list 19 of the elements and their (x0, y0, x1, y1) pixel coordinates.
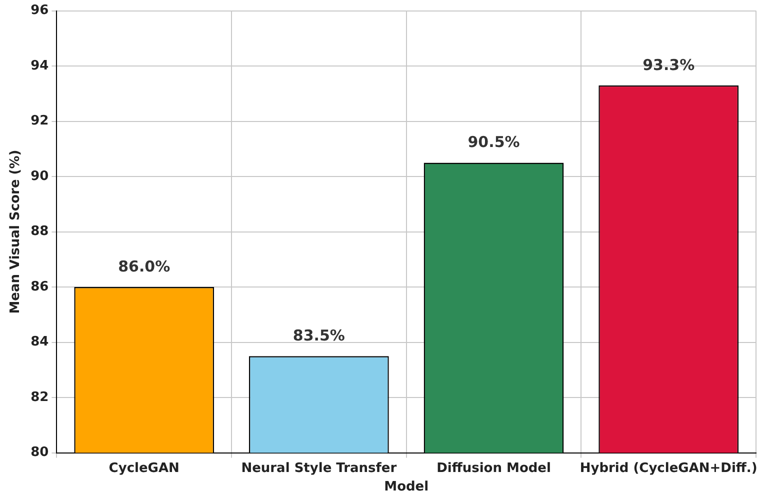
x-tick-label: Diffusion Model (436, 460, 551, 476)
data-label: 86.0% (118, 257, 170, 276)
x-axis-title: Model (384, 480, 429, 495)
data-label: 93.3% (642, 56, 695, 74)
y-tick-label: 86 (30, 279, 49, 294)
y-tick-label: 94 (30, 58, 49, 74)
y-tick-label: 88 (30, 224, 49, 240)
y-axis-title: Mean Visual Score (%) (8, 150, 24, 314)
data-label: 83.5% (292, 326, 345, 345)
data-label: 90.5% (468, 133, 520, 152)
x-tick-label: Neural Style Transfer (241, 460, 398, 476)
x-tick-label: CycleGAN (108, 460, 180, 476)
y-tick-label: 90 (30, 168, 49, 184)
y-tick-label: 80 (30, 445, 49, 460)
y-tick-label: 96 (30, 3, 49, 18)
y-tick-label: 82 (30, 390, 49, 405)
y-tick-label: 84 (30, 334, 49, 350)
x-tick-label: Hybrid (CycleGAN+Diff.) (580, 460, 758, 476)
y-tick-label: 92 (30, 114, 49, 129)
